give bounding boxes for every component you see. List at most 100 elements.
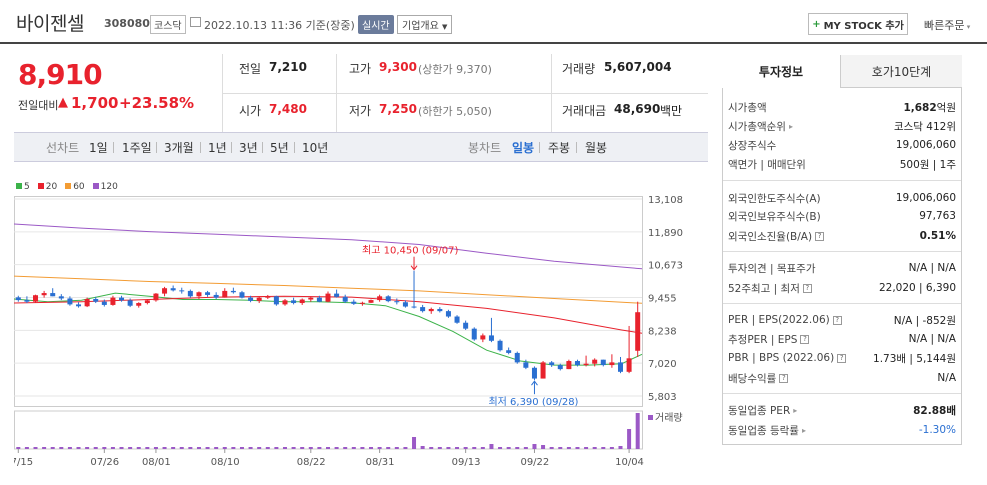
help-icon[interactable]: ? — [779, 373, 789, 383]
candle-body — [299, 299, 305, 304]
period-tab-bar — [14, 132, 708, 162]
chevron-right-icon[interactable]: ▸ — [788, 121, 793, 131]
candle-body — [15, 297, 21, 301]
candle-body — [394, 301, 400, 303]
candle-body — [428, 308, 434, 312]
candle-body — [471, 328, 477, 340]
volume-bar — [205, 447, 210, 449]
chevron-right-icon[interactable]: ▸ — [793, 405, 798, 415]
divider — [723, 251, 961, 252]
divider — [200, 142, 201, 153]
candle-body — [566, 361, 572, 370]
candle-body — [463, 322, 469, 329]
volume-bar — [437, 447, 442, 449]
candle-body — [101, 301, 107, 305]
volume-bar — [532, 444, 537, 449]
volume-bar — [33, 447, 38, 449]
company-info-dropdown[interactable]: 기업개요 ▼ — [397, 15, 453, 34]
foreign-limit-row: 외국인한도주식수(A) 19,006,060 — [728, 190, 956, 206]
volume-value: 5,607,004 — [604, 60, 672, 74]
x-tick-label: 08/10 — [211, 457, 240, 468]
amount-value: 48,690 — [614, 102, 661, 116]
volume-bar — [575, 447, 580, 449]
candle-body — [514, 352, 520, 363]
quick-order-label: 빠른주문 — [924, 19, 965, 32]
tab-1d[interactable]: 1일 — [89, 141, 108, 155]
candle-body — [110, 297, 116, 305]
candle-body — [583, 363, 589, 366]
candle-body — [445, 311, 451, 317]
tab-3m[interactable]: 3개월 — [164, 141, 194, 155]
candle-body — [144, 300, 150, 304]
tab-10y[interactable]: 10년 — [302, 141, 329, 155]
par-row: 액면가 | 매매단위 500원 | 1주 — [728, 156, 956, 172]
volume-bar — [446, 447, 451, 449]
chevron-right-icon[interactable]: ▸ — [801, 425, 806, 435]
candle-body — [239, 292, 245, 298]
tab-1y[interactable]: 1년 — [208, 141, 227, 155]
divider — [539, 142, 540, 153]
candle-body — [41, 293, 47, 296]
candle-body — [196, 292, 202, 297]
volume-bar — [369, 447, 374, 449]
candle-body — [179, 290, 185, 292]
volume-bar — [214, 447, 219, 449]
price-chart[interactable]: 13,108 11,890 10,673 9,455 8,238 7,020 5,803 07… — [14, 196, 708, 485]
quick-order-menu[interactable]: 빠른주문 ▾ — [924, 17, 970, 33]
candle-body — [402, 302, 408, 307]
tab-monthly[interactable]: 월봉 — [585, 141, 608, 155]
tab-orderbook[interactable]: 호가10단계 — [841, 55, 962, 88]
dropdown-caret-icon: ▾ — [964, 23, 971, 31]
dividend-row: 배당수익률? N/A — [728, 370, 956, 386]
volume-bar — [24, 447, 29, 449]
candle-body — [368, 300, 374, 303]
industry-per-label: 동일업종 PER — [728, 404, 791, 417]
tab-3y[interactable]: 3년 — [239, 141, 258, 155]
help-icon[interactable]: ? — [815, 231, 825, 241]
tab-1w[interactable]: 1주일 — [122, 141, 152, 155]
foreign-hold-label: 외국인보유주식수(B) — [728, 210, 821, 223]
foreign-limit-label: 외국인한도주식수(A) — [728, 192, 821, 205]
candle-body — [506, 350, 512, 353]
dropdown-caret-icon: ▼ — [442, 23, 448, 31]
dividend-label: 배당수익률 — [728, 372, 777, 385]
tab-invest-info[interactable]: 투자정보 — [722, 55, 841, 88]
opinion-value: N/A | N/A — [908, 262, 956, 274]
candle-body — [531, 367, 537, 379]
volume-bar — [76, 447, 81, 449]
y-tick-label: 11,890 — [648, 228, 683, 239]
tab-weekly[interactable]: 주봉 — [548, 141, 571, 155]
pbr-row: PBR | BPS (2022.06)? 1.73배 | 5,144원 — [728, 350, 956, 366]
industry-per-row: 동일업종 PER ▸ 82.88배 — [728, 402, 956, 418]
company-name: 바이젠셀 — [16, 13, 84, 35]
help-icon[interactable]: ? — [802, 283, 812, 293]
realtime-badge[interactable]: 실시간 — [358, 15, 394, 34]
low-arrow-head — [531, 380, 538, 386]
foreign-ratio-value: 0.51% — [919, 230, 956, 242]
foreign-hold-row: 외국인보유주식수(B) 97,763 — [728, 208, 956, 224]
candle-body — [497, 340, 503, 351]
help-icon[interactable]: ? — [832, 315, 842, 325]
volume-bar — [480, 447, 485, 449]
x-tick-label: 10/04 — [615, 457, 644, 468]
help-icon[interactable]: ? — [800, 334, 810, 344]
change-value: 1,700 — [71, 94, 119, 112]
volume-bar — [145, 447, 150, 449]
volume-legend-swatch — [648, 415, 653, 420]
candle-body — [342, 296, 348, 302]
volume-bar — [351, 447, 356, 449]
high-label: 고가 — [349, 62, 372, 76]
candle-body — [256, 297, 262, 301]
line-chart-label: 선차트 — [46, 141, 80, 155]
help-icon[interactable]: ? — [837, 353, 847, 363]
volume-bar — [42, 447, 47, 449]
candle-body — [437, 308, 443, 312]
volume-bar — [386, 447, 391, 449]
ma-line-20 — [14, 295, 643, 334]
mystock-add-button[interactable]: + MY STOCK 추가 — [808, 13, 908, 35]
tab-daily[interactable]: 일봉 — [512, 141, 535, 155]
tab-5y[interactable]: 5년 — [270, 141, 289, 155]
y-tick-label: 5,803 — [648, 392, 677, 403]
change-percent: +23.58% — [119, 94, 195, 112]
candle-body — [84, 298, 90, 307]
